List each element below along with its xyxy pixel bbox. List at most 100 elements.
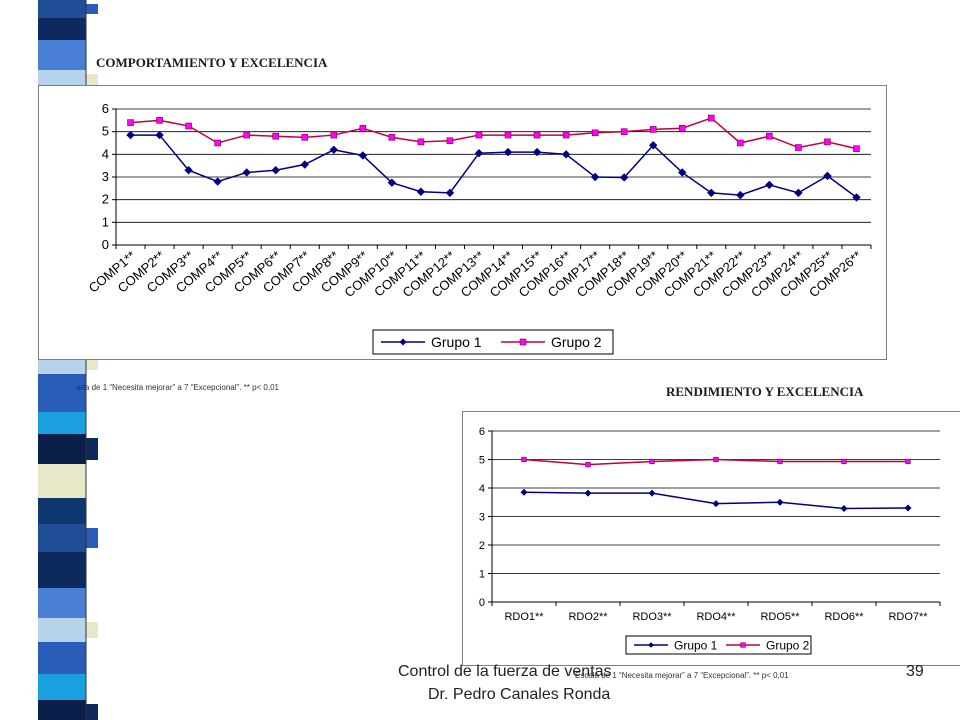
chart-note-comportamiento: ada de 1 “Necesita mejorar” a 7 “Excepci…: [76, 383, 279, 392]
comp-point-grupo1: [794, 188, 803, 198]
chart-rendimiento-svg: 0 1 2 3 4 5 6 RDO1** RDO2** RDO3** RDO4** RDO5** RDO…: [479, 426, 941, 655]
rdo-legend-label: Grupo 1: [674, 638, 718, 652]
rdo-y-tick-label: 4: [479, 483, 485, 495]
comp-point-grupo1: [300, 160, 309, 169]
comp-point-grupo2: [795, 144, 802, 151]
stripe-block: [38, 374, 86, 412]
stripe-block: [38, 700, 86, 720]
comp-point-grupo2: [620, 128, 628, 135]
comp-point-grupo2: [824, 138, 831, 146]
comp-y-tick-label: 5: [102, 124, 109, 139]
rdo-point-grupo2: [905, 458, 911, 465]
comp-y-tick-label: 1: [102, 214, 109, 229]
comp-legend-marker-grupo1: [399, 338, 407, 346]
comp-y-tick-label: 3: [102, 169, 109, 184]
rdo-x-tick-label: RDO6**: [824, 611, 864, 623]
comp-point-grupo1: [823, 171, 832, 181]
rdo-point-grupo1: [648, 489, 656, 497]
comp-point-grupo2: [417, 138, 425, 146]
stripe-block: [38, 642, 86, 674]
comp-point-grupo1: [242, 168, 251, 177]
comp-y-tick-label: 0: [102, 237, 109, 252]
comp-point-grupo2: [330, 131, 338, 139]
comp-point-grupo1: [474, 148, 484, 158]
stripe-block: [38, 412, 86, 434]
comp-point-grupo1: [271, 165, 280, 175]
rdo-x-tick-label: RDO3**: [632, 611, 672, 623]
stripe-block: [38, 588, 86, 618]
comp-legend-label: Grupo 2: [551, 334, 602, 350]
comp-point-grupo2: [388, 134, 396, 141]
comp-point-grupo1: [736, 190, 745, 200]
stripe-block: [38, 552, 86, 588]
comp-point-grupo1: [532, 147, 542, 157]
rdo-x-tick-label: RDO4**: [696, 611, 736, 623]
rdo-y-tick-label: 1: [479, 569, 485, 581]
comp-point-grupo1: [590, 172, 600, 182]
comp-point-grupo1: [126, 130, 135, 140]
comp-point-grupo1: [707, 188, 716, 198]
comp-point-grupo1: [649, 141, 658, 150]
comp-point-grupo1: [213, 177, 222, 186]
rdo-x-tick-label: RDO7**: [888, 611, 928, 623]
comp-point-grupo2: [591, 129, 599, 137]
comp-point-grupo2: [301, 134, 309, 141]
rdo-y-tick-label: 2: [479, 540, 485, 552]
comp-series-line-1: [130, 134, 857, 199]
page-number: 39: [906, 663, 924, 680]
comp-legend-marker-grupo2: [519, 338, 527, 346]
stripe-block: [38, 464, 86, 498]
comp-legend-label: Grupo 1: [431, 334, 482, 350]
footer-course-title: Control de la fuerza de ventas: [398, 663, 612, 680]
comp-point-grupo2: [127, 119, 134, 126]
comp-point-grupo2: [156, 117, 163, 124]
rdo-point-grupo2: [713, 456, 719, 463]
chart-title-comportamiento: COMPORTAMIENTO Y EXCELENCIA: [96, 55, 328, 70]
rdo-point-grupo2: [777, 458, 783, 465]
stripe-accent: [86, 528, 98, 548]
rdo-legend-box: [625, 635, 812, 655]
comp-point-grupo2: [707, 114, 715, 122]
comp-point-grupo2: [766, 132, 773, 140]
stripe-block: [38, 498, 86, 524]
rdo-x-tick-label: RDO1**: [504, 611, 544, 623]
rdo-x-tick-label: RDO5**: [760, 611, 800, 623]
rdo-x-tick-label: RDO2**: [568, 611, 608, 623]
chart-comportamiento: 0 1 2 3 4 5 6 COMP1** COMP2** COMP3** COMP4** COMP5…: [38, 85, 887, 360]
rdo-point-grupo1: [840, 505, 848, 513]
comp-point-grupo2: [853, 145, 860, 152]
rdo-point-grupo2: [585, 462, 591, 468]
stripe-block: [38, 674, 86, 700]
comp-point-grupo1: [184, 165, 193, 175]
stripe-accent: [86, 704, 98, 720]
stripe-accent: [86, 622, 98, 638]
comp-point-grupo1: [358, 151, 368, 160]
footer-author: Dr. Pedro Canales Ronda: [428, 686, 611, 703]
stripe-block: [38, 434, 86, 464]
rdo-y-tick-label: 6: [479, 426, 485, 438]
rdo-point-grupo1: [712, 500, 720, 508]
comp-y-tick-label: 4: [102, 146, 109, 161]
stripe-block: [38, 618, 86, 642]
comp-point-grupo1: [852, 193, 861, 202]
comp-point-grupo2: [185, 122, 192, 130]
comp-point-grupo2: [359, 124, 367, 132]
rdo-point-grupo1: [520, 488, 528, 496]
chart-comportamiento-svg: 0123456COMP1**COMP2**COMP3**COMP4**COMP5…: [86, 101, 872, 355]
comp-point-grupo2: [214, 139, 221, 147]
rdo-legend-marker-grupo2: [740, 642, 746, 648]
rdo-y-tick-label: 0: [479, 597, 485, 609]
rdo-point-grupo1: [776, 498, 784, 506]
rdo-legend-label: Grupo 2: [766, 638, 810, 652]
comp-point-grupo2: [243, 131, 250, 139]
rdo-point-grupo2: [649, 458, 655, 465]
chart-rendimiento: 0 1 2 3 4 5 6 RDO1** RDO2** RDO3** RDO4** RDO5** RDO…: [462, 411, 960, 666]
comp-point-grupo1: [619, 173, 629, 182]
comp-point-grupo2: [272, 132, 280, 140]
comp-y-tick-label: 6: [102, 101, 109, 116]
comp-point-grupo1: [503, 147, 513, 157]
stripe-block: [38, 18, 86, 40]
stripe-block: [38, 40, 86, 70]
stripe-accent: [86, 4, 98, 14]
comp-series-line-2: [130, 117, 857, 150]
